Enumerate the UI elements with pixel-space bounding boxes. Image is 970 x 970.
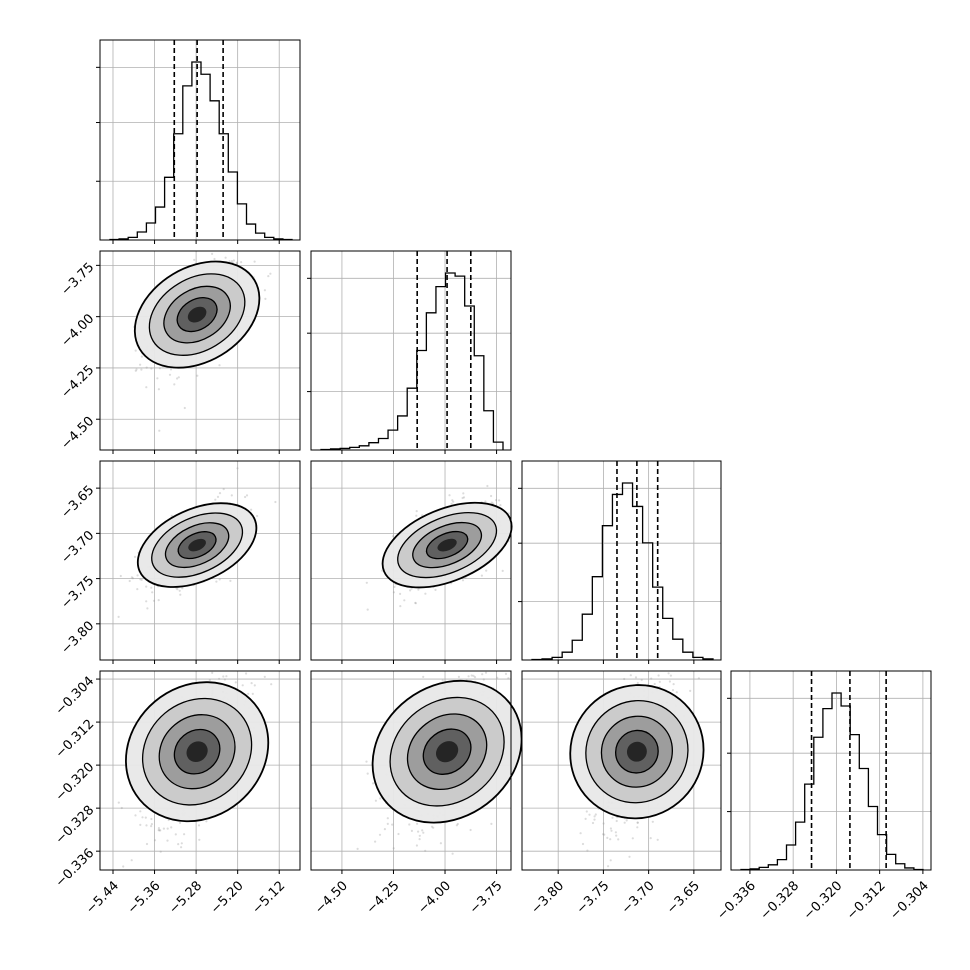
histogram-step [531, 482, 714, 661]
x-tick-label: −3.75 [467, 878, 506, 917]
density-contours [133, 260, 261, 369]
x-tick-label: −3.75 [574, 878, 613, 917]
panel-frame [521, 670, 722, 871]
panel-background [731, 671, 931, 870]
density-contours [569, 684, 705, 820]
x-tick-label: −0.312 [844, 878, 889, 923]
panel-background [311, 251, 511, 450]
x-tick-label: −5.20 [208, 878, 247, 917]
y-tick-label: −4.50 [59, 414, 98, 453]
x-tick-label: −0.336 [714, 878, 759, 923]
histogram-panel-0 [96, 39, 301, 244]
y-tick-label: −3.75 [59, 260, 98, 299]
panel-background [100, 40, 300, 240]
histogram-step [320, 272, 504, 451]
panel-frame [730, 670, 932, 871]
x-tick-label: −3.80 [528, 878, 567, 917]
y-tick-label: −3.65 [59, 483, 98, 522]
panel-frame [310, 670, 512, 871]
density-contours [371, 679, 523, 824]
x-tick-label: −3.70 [619, 878, 658, 917]
y-tick-label: −0.328 [53, 803, 98, 848]
panel-frame [99, 670, 301, 871]
y-tick-label: −3.75 [59, 573, 98, 612]
y-tick-label: −3.70 [59, 528, 98, 567]
y-tick-label: −0.320 [53, 760, 98, 805]
x-tick-label: −0.304 [887, 878, 932, 923]
panel-background [522, 461, 721, 660]
x-tick-label: −3.65 [664, 878, 703, 917]
density-contours [125, 681, 270, 823]
x-tick-label: −5.28 [166, 878, 205, 917]
panel-frame [99, 39, 301, 241]
panel-frame [99, 460, 301, 661]
x-tick-label: −4.00 [415, 878, 454, 917]
y-tick-label: −3.80 [59, 619, 98, 658]
scatter-panel-1-0: −4.50 −4.25 −4.00 −3.75 [59, 250, 301, 454]
scatter-panel-2-1 [310, 460, 513, 664]
panel-frame [310, 460, 512, 661]
y-tick-label: −0.304 [53, 674, 98, 719]
x-tick-label: −5.36 [125, 878, 164, 917]
x-tick-label: −4.25 [364, 878, 403, 917]
y-tick-label: −0.336 [53, 846, 98, 891]
x-tick-label: −5.44 [83, 878, 122, 917]
scatter-panel-3-2: −3.80 −3.75 −3.70 −3.65 [521, 670, 722, 917]
panel-frame [521, 460, 722, 661]
x-tick-label: −5.12 [249, 878, 288, 917]
panel-frame [99, 250, 301, 451]
y-tick-label: −4.25 [59, 363, 98, 402]
x-tick-label: −0.320 [801, 878, 846, 923]
y-tick-label: −4.00 [59, 311, 98, 350]
histogram-panel-1 [307, 250, 512, 454]
x-tick-label: −0.328 [758, 878, 803, 923]
panel-frame [310, 250, 512, 451]
scatter-panel-3-1: −4.50 −4.25 −4.00 −3.75 [310, 670, 523, 917]
histogram-step [109, 61, 293, 241]
x-tick-label: −4.50 [312, 878, 351, 917]
histogram-panel-2 [518, 460, 722, 664]
scatter-panel-3-0: −0.336−0.328−0.320−0.312−0.304 −5.44 −5.36… [53, 670, 301, 917]
density-contours [381, 501, 513, 589]
scatter-panel-2-0: −3.80 −3.75 −3.70 −3.65 [59, 460, 301, 664]
y-tick-label: −0.312 [53, 717, 98, 762]
histogram-panel-3: −0.336−0.328−0.320−0.312−0.304 [714, 670, 932, 923]
histogram-step [740, 692, 924, 871]
density-contours [136, 502, 258, 588]
